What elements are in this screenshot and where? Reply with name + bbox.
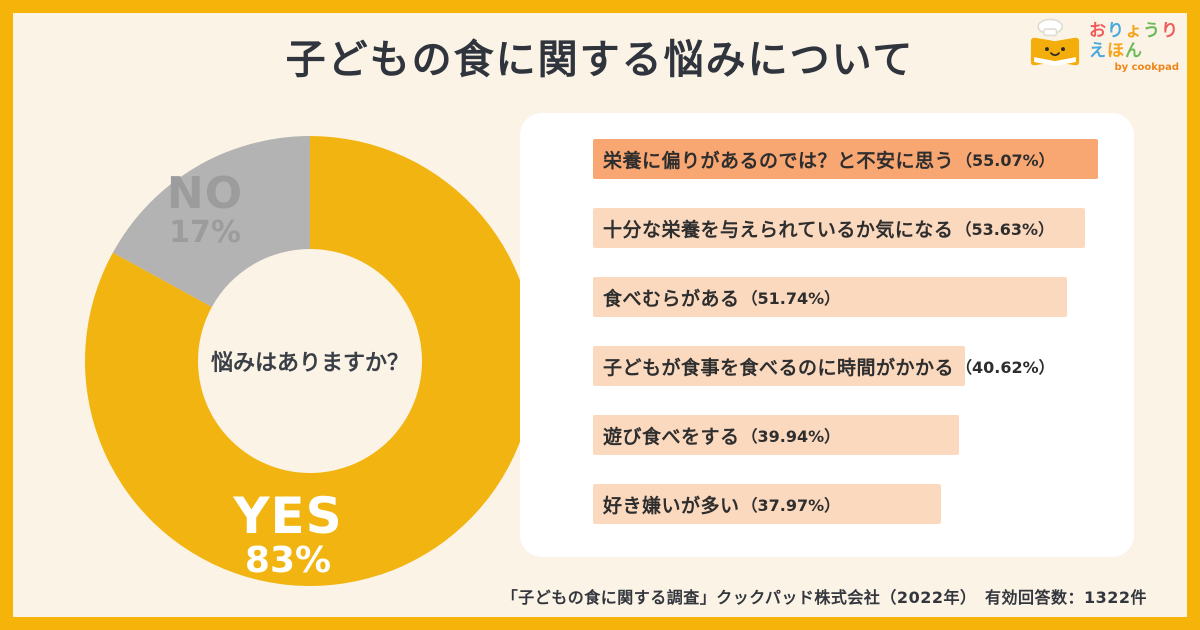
bar-row: 遊び食べをする （39.94%） (593, 415, 1134, 455)
yes-label: YES 83% (233, 491, 342, 581)
bar-value: （37.97%） (741, 496, 841, 515)
yes-label-value: 83% (244, 540, 332, 581)
bar-chart-card: 栄養に偏りがあるのでは？と不安に思う （55.07%） 十分な栄養を与えられているか… (520, 113, 1134, 557)
bar-row: 十分な栄養を与えられているか気になる （53.63%） (593, 208, 1134, 248)
bar-label: 子どもが食事を食べるのに時間がかかる (603, 356, 955, 379)
donut-chart: NO 17% 悩みはありますか？ YES 83% (80, 131, 540, 591)
bar-value: （40.62%） (956, 358, 1055, 377)
donut-svg (84, 136, 535, 586)
bar: 十分な栄養を与えられているか気になる （53.63%） (593, 208, 1085, 248)
logo-text-line: えほん (1089, 40, 1143, 61)
yes-label-text: YES (233, 487, 343, 545)
bar: 遊び食べをする （39.94%） (593, 415, 959, 455)
no-label: NO 17% (166, 167, 244, 251)
page-title: 子どもの食に関する悩みについて (285, 37, 915, 83)
bar: 好き嫌いが多い （37.97%） (593, 484, 941, 524)
bar-row: 子どもが食事を食べるのに時間がかかる （40.62%） (593, 346, 1134, 386)
donut-center-question: 悩みはありますか？ (210, 351, 410, 376)
logo-text-lines: おりょうり えほん (1089, 20, 1179, 61)
bar-label: 十分な栄養を与えられているか気になる (603, 218, 954, 241)
no-label-value: 17% (169, 214, 241, 250)
bar-label: 遊び食べをする (603, 425, 740, 448)
pie-slice-no (112, 136, 310, 308)
bar-value: （39.94%） (741, 427, 841, 446)
bar: 食べむらがある （51.74%） (593, 277, 1067, 317)
bar-label: 食べむらがある (603, 287, 740, 310)
bar: 子どもが食事を食べるのに時間がかかる （40.62%） (593, 346, 1055, 386)
no-label-text: NO (166, 167, 244, 219)
bar-label: 栄養に偏りがあるのでは？と不安に思う (603, 149, 955, 172)
logo-byline: by cookpad (1114, 62, 1179, 74)
cookpad-logo: おりょうり えほん by cookpad (1026, 17, 1179, 78)
bar-value: （55.07%） (956, 151, 1055, 170)
bar-value: （51.74%） (741, 289, 841, 308)
bar-chart: 栄養に偏りがあるのでは？と不安に思う （55.07%） 十分な栄養を与えられているか… (520, 113, 1134, 524)
bar-label: 好き嫌いが多い (603, 494, 740, 517)
source-note: 「子どもの食に関する調査」クックパッド株式会社（2022年） 有効回答数：132… (501, 588, 1147, 607)
pie-slice-yes (84, 136, 535, 586)
bar-row: 食べむらがある （51.74%） (593, 277, 1134, 317)
logo-book-icon (1030, 18, 1080, 66)
logo-text-line: おりょうり (1089, 20, 1179, 41)
infographic-canvas: 子どもの食に関する悩みについて おりょうり えほん by cookpad NO 1… (13, 13, 1187, 617)
bar-row: 好き嫌いが多い （37.97%） (593, 484, 1134, 524)
bar-row: 栄養に偏りがあるのでは？と不安に思う （55.07%） (593, 139, 1134, 179)
bar: 栄養に偏りがあるのでは？と不安に思う （55.07%） (593, 139, 1098, 179)
bar-value: （53.63%） (955, 220, 1055, 239)
